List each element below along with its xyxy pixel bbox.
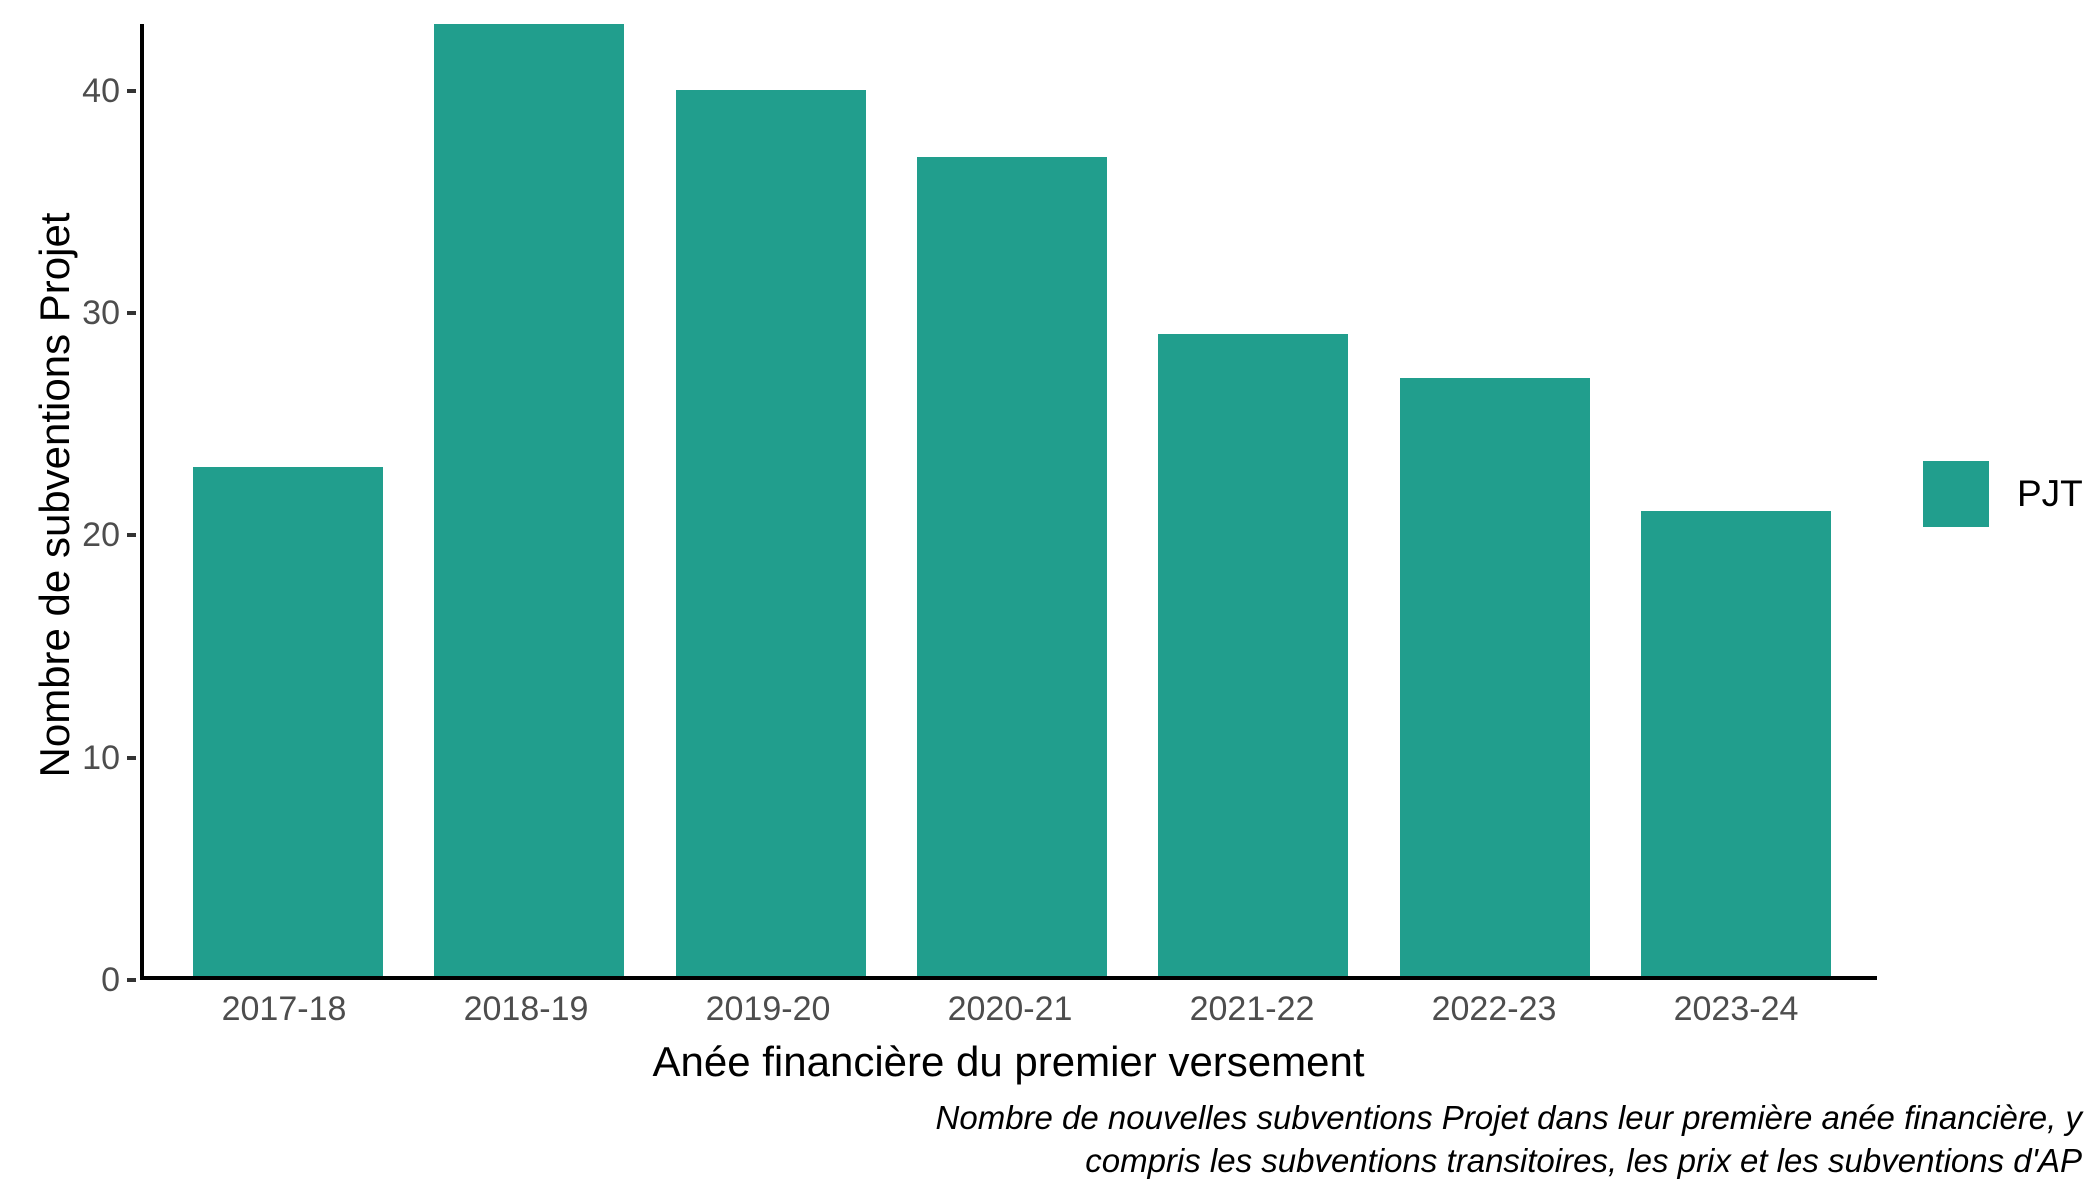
y-tick-mark-40: [127, 88, 136, 93]
x-tick-label-2018-19: 2018-19: [463, 990, 589, 1028]
bar-2022-23: [1399, 378, 1590, 976]
y-tick-label-30: 30: [82, 294, 120, 333]
caption-line-2: compris les subventions transitoires, le…: [1085, 1142, 2082, 1179]
bar-slot-2017-18: [167, 24, 408, 976]
chart-caption: Nombre de nouvelles subventions Projet d…: [936, 1096, 2082, 1182]
y-tick-label-20: 20: [82, 516, 120, 555]
x-tick-slot-2019-20: 2019-20: [647, 990, 889, 1029]
bar-slot-2021-22: [1133, 24, 1374, 976]
bar-2019-20: [675, 90, 866, 976]
x-tick-slot-2022-23: 2022-23: [1373, 990, 1615, 1029]
legend-label-pjt: PJT: [2017, 473, 2083, 514]
y-tick-label-0: 0: [101, 961, 120, 999]
y-tick-mark-30: [127, 311, 136, 316]
x-tick-label-2020-21: 2020-21: [947, 990, 1073, 1028]
x-tick-label-2019-20: 2019-20: [705, 990, 831, 1028]
bar-slot-2023-24: [1616, 24, 1857, 976]
bar-2017-18: [192, 466, 383, 976]
bar-2023-24: [1641, 511, 1832, 976]
x-tick-slot-2021-22: 2021-22: [1131, 990, 1373, 1029]
legend-swatch-pjt: [1923, 461, 1989, 527]
bar-2021-22: [1158, 333, 1349, 976]
x-tick-slot-2018-19: 2018-19: [405, 990, 647, 1029]
x-tick-label-2022-23: 2022-23: [1431, 990, 1557, 1028]
y-axis-ticks: 0 10 20 30 40: [0, 24, 136, 997]
bar-2020-21: [916, 156, 1107, 976]
plot-area: [140, 24, 1877, 980]
x-tick-slot-2023-24: 2023-24: [1615, 990, 1857, 1029]
bar-slot-2018-19: [408, 24, 649, 976]
y-tick-mark-10: [127, 755, 136, 760]
bar-slot-2022-23: [1374, 24, 1615, 976]
y-tick-mark-0: [127, 978, 136, 982]
x-tick-slot-2020-21: 2020-21: [889, 990, 1131, 1029]
y-tick-label-40: 40: [82, 71, 120, 110]
caption-line-1: Nombre de nouvelles subventions Projet d…: [935, 1099, 2082, 1136]
bar-slot-2020-21: [891, 24, 1132, 976]
x-axis-title: Anée financière du premier versement: [652, 1038, 1365, 1085]
y-tick-label-10: 10: [82, 738, 120, 777]
bar-2018-19: [434, 24, 625, 976]
y-tick-mark-20: [127, 533, 136, 538]
legend: PJT: [1923, 461, 2083, 527]
x-tick-label-2023-24: 2023-24: [1673, 990, 1799, 1028]
x-tick-slot-2017-18: 2017-18: [163, 990, 405, 1029]
bars-container: [144, 24, 1877, 976]
x-tick-label-2017-18: 2017-18: [221, 990, 347, 1028]
bar-slot-2019-20: [650, 24, 891, 976]
x-tick-label-2021-22: 2021-22: [1189, 990, 1315, 1028]
x-axis-tick-labels: 2017-18 2018-19 2019-20 2020-21 2021-22 2022-…: [140, 990, 1877, 1029]
